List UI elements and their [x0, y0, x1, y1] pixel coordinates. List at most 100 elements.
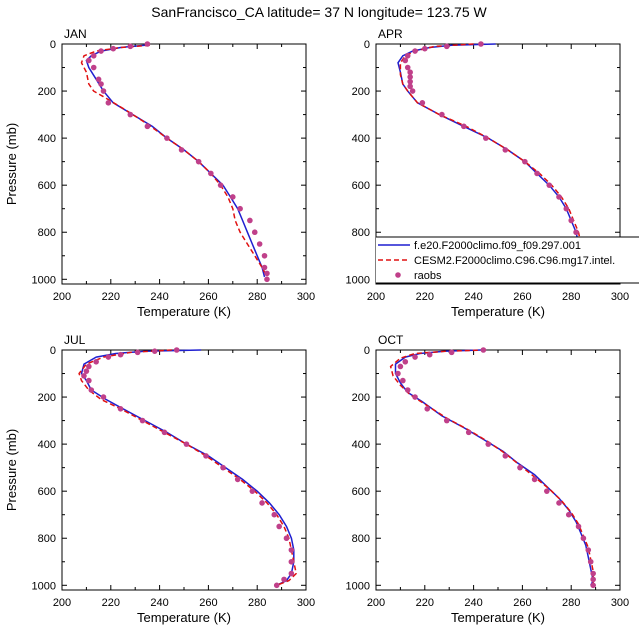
x-tick-label: 300 [297, 291, 315, 303]
raobs-point [134, 349, 141, 356]
raobs-point [161, 429, 168, 436]
raobs-point [556, 194, 562, 200]
raobs-point [288, 570, 295, 577]
raobs-point [465, 429, 472, 436]
x-axis-label: Temperature (K) [137, 304, 231, 319]
raobs-point [208, 170, 214, 177]
raobs-point [404, 52, 411, 59]
raobs-point [100, 88, 107, 94]
panel-label: APR [378, 27, 403, 41]
raobs-point [448, 349, 455, 356]
raobs-point [580, 535, 587, 542]
y-axis-label: Pressure (mb) [4, 429, 19, 511]
raobs-point [230, 194, 236, 200]
raobs-point [139, 417, 146, 424]
raobs-point [502, 147, 509, 153]
raobs-point [256, 241, 263, 247]
raobs-point [178, 147, 185, 153]
y-tick-label: 400 [38, 133, 56, 145]
raobs-point [288, 547, 295, 553]
raobs-point [407, 74, 413, 80]
raobs-point [90, 64, 97, 71]
x-tick-label: 260 [513, 291, 531, 303]
y-tick-label: 200 [38, 392, 56, 404]
x-tick-label: 240 [150, 597, 168, 609]
raobs-point [220, 464, 226, 471]
raobs-point [590, 570, 596, 577]
raobs-point [485, 441, 492, 447]
model1-line [394, 349, 594, 586]
x-tick-label: 220 [102, 597, 120, 609]
y-tick-label: 600 [352, 486, 370, 498]
panel-label: JUL [64, 333, 86, 347]
x-tick-label: 200 [367, 597, 385, 609]
raobs-point [86, 363, 92, 370]
legend-label: f.e20.F2000climo.f09_f09.297.001 [414, 240, 581, 252]
y-tick-label: 800 [38, 533, 56, 545]
panel-label: OCT [378, 333, 404, 347]
raobs-point [276, 523, 282, 530]
raobs-point [83, 368, 90, 374]
panel-apr: 200 220 240 260 280 300 0 200 400 600 800 1000 Tempe… [346, 27, 630, 319]
raobs-point [419, 100, 426, 106]
y-tick-label: 0 [364, 39, 370, 51]
x-axis-label: Temperature (K) [451, 304, 545, 319]
raobs-point [264, 276, 270, 283]
x-tick-label: 240 [150, 291, 168, 303]
y-tick-label: 400 [38, 439, 56, 451]
raobs-point [412, 394, 418, 400]
raobs-point [565, 511, 572, 518]
raobs-point [573, 229, 579, 236]
raobs-point [98, 48, 104, 54]
model2-line [78, 349, 298, 586]
raobs-point [426, 351, 433, 358]
raobs-point [544, 488, 550, 494]
y-tick-label: 800 [352, 533, 370, 545]
raobs-point [93, 358, 99, 365]
raobs-point [407, 78, 413, 85]
figure-title: SanFrancisco_CA latitude= 37 N longitude… [151, 4, 487, 20]
raobs-point [439, 111, 445, 118]
raobs-point [281, 576, 287, 583]
model2-line [80, 44, 268, 278]
model1-line [80, 349, 295, 586]
raobs-point [117, 406, 124, 412]
x-tick-label: 300 [611, 597, 629, 609]
y-tick-label: 600 [38, 180, 56, 192]
raobs-point [164, 135, 170, 141]
y-tick-label: 800 [352, 227, 370, 239]
raobs-point [517, 464, 523, 471]
legend-label: raobs [414, 270, 442, 282]
raobs-point [402, 57, 409, 64]
x-tick-label: 260 [199, 597, 217, 609]
raobs-point [424, 406, 431, 412]
y-tick-label: 0 [50, 39, 56, 51]
x-tick-label: 240 [464, 291, 482, 303]
x-tick-label: 300 [297, 597, 315, 609]
raobs-point [531, 476, 538, 483]
panel-jan: 200 220 240 260 280 300 0 200 400 600 800 1000 Tempe… [4, 27, 315, 319]
raobs-point [88, 387, 95, 393]
raobs-point [585, 547, 592, 553]
raobs-point [556, 500, 562, 506]
raobs-point [105, 100, 112, 106]
raobs-point [590, 582, 596, 589]
raobs-point [407, 69, 413, 76]
model2-line [389, 349, 594, 586]
raobs-point [151, 348, 158, 354]
x-tick-label: 280 [562, 291, 580, 303]
y-tick-label: 800 [38, 227, 56, 239]
raobs-point [259, 500, 265, 506]
legend: f.e20.F2000climo.f09_f09.297.001 CESM2.F2… [376, 236, 639, 284]
raobs-point [195, 158, 202, 165]
raobs-point [251, 229, 258, 236]
raobs-point [98, 81, 104, 87]
raobs-point [404, 64, 411, 71]
x-tick-label: 200 [53, 597, 71, 609]
raobs-point [288, 558, 295, 565]
x-tick-label: 220 [102, 291, 120, 303]
x-tick-label: 200 [53, 291, 71, 303]
raobs-point [90, 52, 97, 59]
raobs-point [95, 76, 102, 83]
x-axis-label: Temperature (K) [451, 610, 545, 625]
